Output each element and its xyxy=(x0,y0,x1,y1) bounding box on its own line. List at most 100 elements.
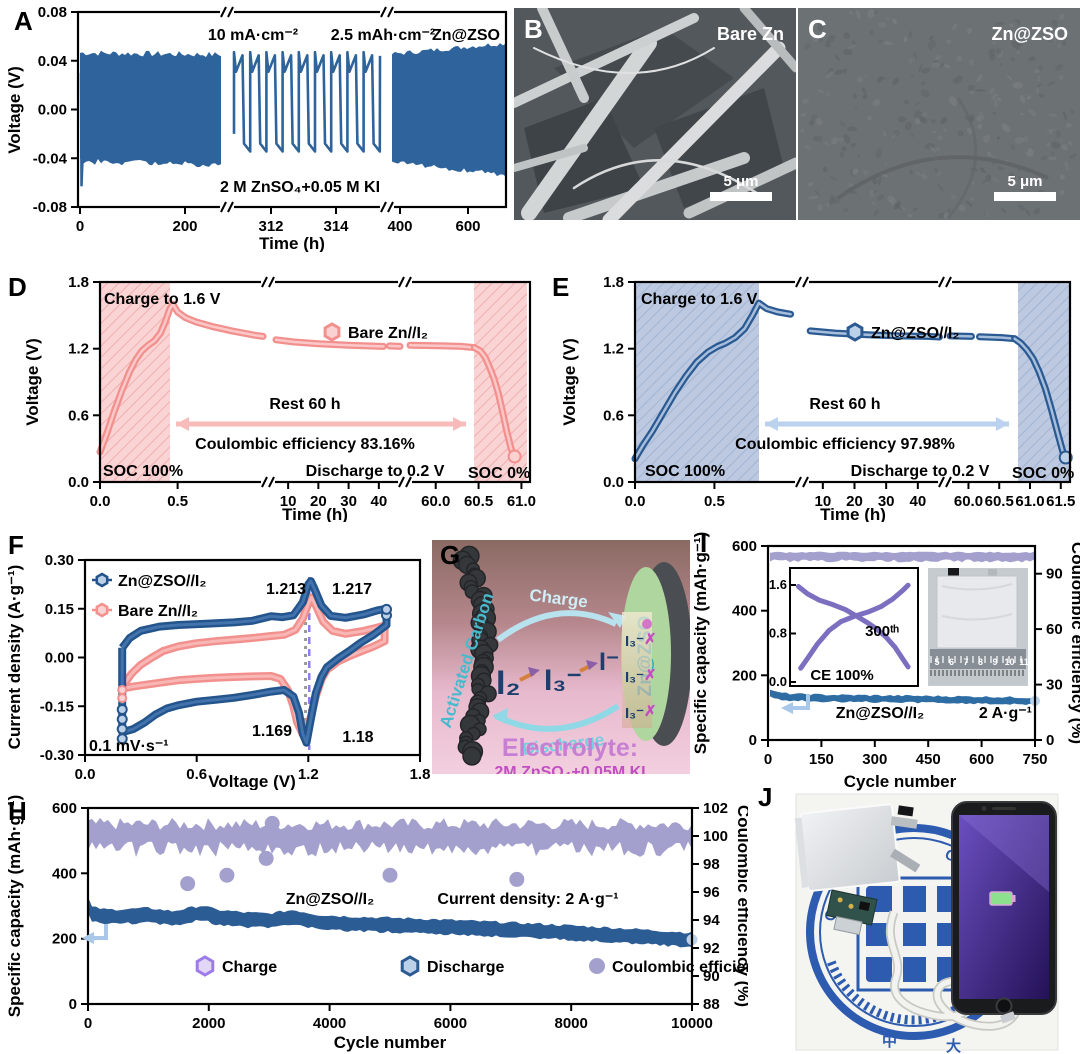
tick-label: 94 xyxy=(703,912,720,929)
tick-label: 400 xyxy=(387,218,412,235)
tick-label: 300 xyxy=(862,751,887,768)
tick-label: 11 xyxy=(1019,657,1029,667)
chart-h-frame xyxy=(86,806,694,1006)
sem-image-znzso: Zn@ZSO 5 μm xyxy=(798,8,1080,220)
tick-label: 90 xyxy=(703,968,720,985)
tick-label: 600 xyxy=(455,218,480,235)
cross-icon: ✗ xyxy=(644,631,657,648)
photo-content: CENTR OUT 中 大 xyxy=(794,793,1059,1054)
annotation-sample: Zn@ZSO xyxy=(432,27,500,44)
tick-label: 0.0 xyxy=(75,766,96,783)
tick-label: 5 xyxy=(934,657,939,667)
discharge-arc-arrow xyxy=(494,703,620,732)
discharge-arrowhead-icon xyxy=(492,708,508,724)
x-axis-label: Voltage (V) xyxy=(208,772,296,790)
tick-label: 1.2 xyxy=(68,341,89,358)
tick-label: 0.0 xyxy=(769,674,787,689)
tick-label: 10000 xyxy=(671,1015,713,1032)
tick-label: 0 xyxy=(749,732,757,749)
tick-label: 1.6 xyxy=(769,577,787,592)
blocked-dot-icon xyxy=(642,619,652,629)
seal-emblem xyxy=(866,886,962,982)
chart-e-axes: 1.8 1.2 0.6 0.00.0 0.5 10 20 30 40 60.0 60.5 61.0 61… xyxy=(603,274,1075,510)
chart-d-curves xyxy=(96,300,522,464)
x-axis-label: Time (h) xyxy=(820,505,886,522)
tick-label: 9 xyxy=(992,657,997,667)
reaction-arrowhead-icon xyxy=(586,660,598,670)
tick-label: 10 xyxy=(814,493,831,510)
tick-label: 6 xyxy=(949,657,954,667)
phone-speaker-icon xyxy=(992,807,1016,810)
pouch-clip xyxy=(897,805,914,817)
x-axis-label: Cycle number xyxy=(334,1033,447,1052)
annotation-areal-capacity: 2.5 mAh·cm⁻² xyxy=(331,27,435,44)
shaded-soc0-region xyxy=(474,282,527,482)
shaded-soc100-region xyxy=(635,282,759,482)
tick-label: 60 xyxy=(1046,621,1063,638)
legend-label: Bare Zn//I₂ xyxy=(348,325,428,342)
tick-label: 0.8 xyxy=(769,626,787,641)
tick-label: 0 xyxy=(764,751,772,768)
tick-label: 40 xyxy=(370,493,387,510)
coating-barrier-strip xyxy=(622,612,652,728)
annotation-ce: Coulombic efficiency 97.98% xyxy=(735,436,955,453)
tick-label: 4000 xyxy=(313,1015,346,1032)
phone-home-button xyxy=(995,997,1013,1015)
panel-letter-h: H xyxy=(8,796,27,826)
tick-label: 0.0 xyxy=(625,493,646,510)
sem-scratch xyxy=(836,155,1049,200)
tick-label: 600 xyxy=(52,800,77,817)
annotation-rest: Rest 60 h xyxy=(809,396,880,413)
charger-board xyxy=(826,889,878,936)
tick-label: 0.04 xyxy=(38,53,68,70)
reaction-arrowhead-icon xyxy=(528,667,540,677)
left-axis-arrow-icon xyxy=(781,694,810,714)
pouch-tab-black xyxy=(948,568,959,578)
annotation-charge: Charge to 1.6 V xyxy=(104,291,221,308)
tick-label: 600 xyxy=(732,538,757,555)
ruler-numbers: 5 6 7 8 9 10 11 xyxy=(934,657,1028,667)
annotation-soc0: SOC 0% xyxy=(468,465,530,482)
usb-port-icon xyxy=(833,915,863,936)
tick-label: 100 xyxy=(703,828,728,845)
species-i: I⁻ xyxy=(599,648,619,676)
panel-g-schematic: Activated Carbon Zn@ZSO Charge Discharge… xyxy=(432,540,692,781)
tick-label: -0.30 xyxy=(40,747,74,764)
tick-label: 60.0 xyxy=(954,493,983,510)
y-axis-label-right: Coulombic efficiency (%) xyxy=(734,805,748,1007)
tick-label: 60.0 xyxy=(421,493,450,510)
y-axis-label: Voltage (V) xyxy=(23,338,42,426)
tick-label: 40 xyxy=(909,493,926,510)
battery-charging-icon xyxy=(989,891,1013,906)
pouch-tab xyxy=(890,816,918,829)
chart-f-axes: 0.30 0.15 0.00 -0.15 -0.300.0 0.6 1.2 1.8 xyxy=(40,552,431,783)
species-i3: I₃⁻ xyxy=(544,664,582,697)
tick-label: 0.6 xyxy=(186,766,207,783)
peak-label-red-znzso: 1.18 xyxy=(342,729,373,746)
chart-f-curves xyxy=(92,572,392,750)
legend-hexagon-marker xyxy=(846,322,864,342)
tick-label: 30 xyxy=(878,493,895,510)
electrolyte-title: Electrolyte: xyxy=(502,734,638,762)
panel-e-znzso-selfdischarge: 1.8 1.2 0.6 0.0 0.0 0.5 10 20 30 40 60.0 60.5 61.0 61… xyxy=(545,254,1080,524)
tick-label: 0 xyxy=(76,218,84,235)
tick-label: 0.15 xyxy=(45,601,74,618)
tick-label: 0 xyxy=(69,996,77,1013)
tick-label: 0.08 xyxy=(38,4,67,21)
annotation-current-density: 10 mA·cm⁻² xyxy=(208,27,298,44)
cable-connector xyxy=(1000,1011,1016,1024)
chart-a: 0.08 0.04 0.00 -0.04 -0.08 0 200 312 314 400 600 V… xyxy=(5,4,508,253)
annotation-cell: Zn@ZSO//I₂ xyxy=(836,705,924,722)
legend-label-bare: Bare Zn//I₂ xyxy=(118,603,198,620)
annotation-rate: Current density: 2 A·g⁻¹ xyxy=(437,891,618,908)
legend-hexagon-marker xyxy=(95,602,109,618)
tick-label: 150 xyxy=(809,751,834,768)
legend-label-znzso: Zn@ZSO//I₂ xyxy=(118,573,206,590)
panel-letter-g: G xyxy=(440,540,461,570)
charge-arrowhead-icon xyxy=(608,612,626,628)
activated-carbon-electrode xyxy=(452,545,499,766)
y-axis-label-left: Specific capacity (mAh·g⁻¹) xyxy=(5,795,24,1017)
pouch-cell xyxy=(794,803,921,892)
